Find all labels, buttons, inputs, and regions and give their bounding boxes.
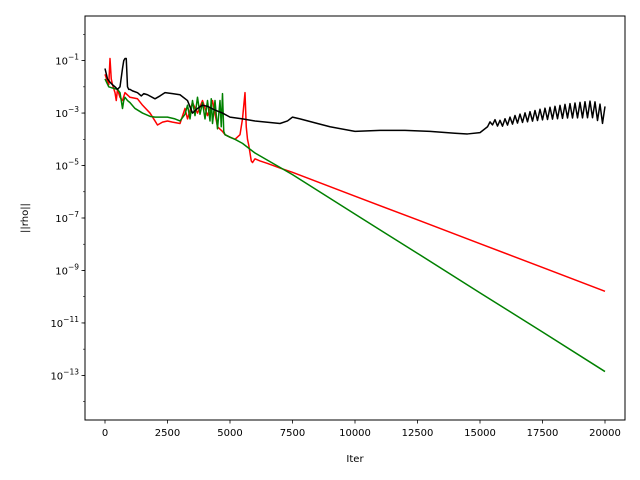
x-tick-label: 10000 [339,428,371,439]
x-axis: 0 2500 5000 7500 10000 12500 15000 17500 20000 [102,420,621,439]
series-layer [104,57,606,373]
y-tick-base: 10 [55,266,68,277]
y-tick-exponent: −3 [68,105,79,114]
y-tick-exponent: −11 [63,315,79,324]
y-tick-label: 10−9 [55,262,79,277]
y-tick-label: 10−5 [55,158,79,173]
y-tick-label: 10−3 [55,105,79,120]
y-tick-exponent: −7 [68,210,79,219]
x-tick-label: 12500 [402,428,434,439]
x-axis-label: Iter [346,454,364,465]
y-tick-base: 10 [55,162,68,173]
y-tick-exponent: −9 [68,262,79,271]
y-tick-label: 10−13 [50,367,79,382]
series-line-2 [104,78,606,373]
x-tick-label: 2500 [155,428,180,439]
y-tick-base: 10 [55,109,68,120]
x-tick-label: 0 [102,428,108,439]
y-tick-base: 10 [55,214,68,225]
y-axis-label: ||rho|| [20,203,31,233]
x-tick-label: 17500 [527,428,559,439]
y-tick-exponent: −13 [63,367,79,376]
y-tick-label: 10−1 [55,53,79,68]
y-tick-label: 10−7 [55,210,79,225]
y-tick-label: 10−11 [50,315,79,330]
y-tick-base: 10 [50,319,63,330]
y-tick-exponent: −5 [68,158,79,167]
y-tick-base: 10 [55,57,68,68]
series-line-3 [104,57,606,135]
x-tick-label: 7500 [280,428,305,439]
y-tick-base: 10 [50,371,63,382]
x-tick-label: 5000 [217,428,242,439]
x-tick-label: 15000 [464,428,496,439]
x-tick-label: 20000 [589,428,621,439]
y-tick-exponent: −1 [68,53,79,62]
